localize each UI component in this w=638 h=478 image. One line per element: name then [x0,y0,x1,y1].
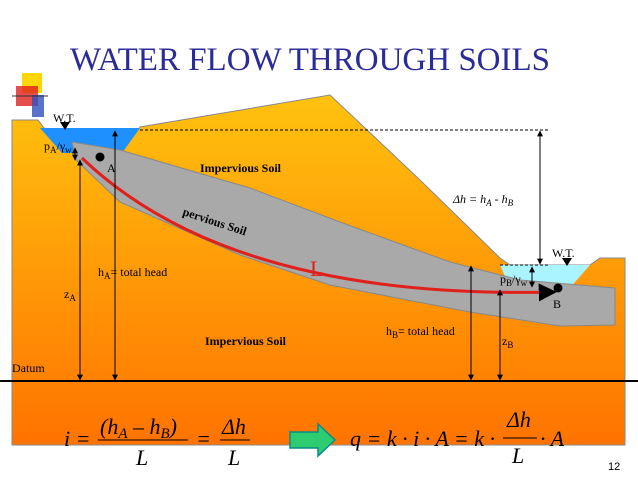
page-number: 12 [608,461,620,473]
label-part: w [65,145,72,155]
label-part: p [44,139,50,153]
label-part: h [386,324,392,338]
equation-part: L [135,445,148,470]
equation-part: Δh [221,414,246,439]
equation-part: A [117,426,128,442]
equation-part: L [511,443,524,468]
equation-part: (hA – hB) [100,414,177,442]
label-part: w [521,278,528,288]
point-b [553,283,563,293]
label-part: /γ [57,139,66,153]
label: zA [64,287,76,303]
equation-part: q = k · i · A = k · [350,426,495,451]
equation-part: i = [64,426,90,451]
wt-symbol [60,122,70,130]
equation-part: L [227,445,240,470]
label: pB/γw [500,272,528,288]
label-part: - h [492,192,508,206]
arrow [289,422,337,458]
equation-part: · A [540,426,565,451]
equation-part: Δh [506,407,531,432]
label: Impervious Soil [205,334,287,348]
label-part: B [506,278,512,288]
label: hB= total head [386,324,455,340]
label-part: A [50,145,57,155]
label: A [107,161,116,175]
label: pA/γw [44,139,72,155]
label: zB [502,334,513,350]
deco-square [32,95,44,117]
label-part: h [98,265,104,279]
label: B [553,297,561,311]
label: L [310,256,323,281]
wt-symbol [562,258,572,266]
label: W.T. [552,246,575,260]
label-part: B [507,340,513,350]
label: W.T. [53,111,76,125]
label-part: B [508,198,514,208]
label-part: A [104,271,111,281]
label: hA= total head [98,265,167,281]
equation-part: ) [168,414,177,439]
label-part: p [500,272,506,286]
equation-part: – h [128,414,161,439]
equation-part: B [161,426,170,442]
label-part: z [64,287,69,301]
label-part: A [485,198,492,208]
pervious-layer [71,141,616,327]
point-a [95,152,105,162]
equation-part: = [196,426,211,451]
label: Datum [12,361,45,375]
label-part: Δh = h [452,192,486,206]
label-part: B [392,330,398,340]
label-part: = total head [111,265,168,279]
equation-part: (h [100,414,118,439]
label: Δh = hA - hB [452,192,514,208]
label: Impervious Soil [200,161,282,175]
label-part: = total head [398,324,455,338]
label-part: /γ [512,272,521,286]
label-part: A [69,293,76,303]
label-part: z [502,334,507,348]
title: WATER FLOW THROUGH SOILS [70,42,550,78]
